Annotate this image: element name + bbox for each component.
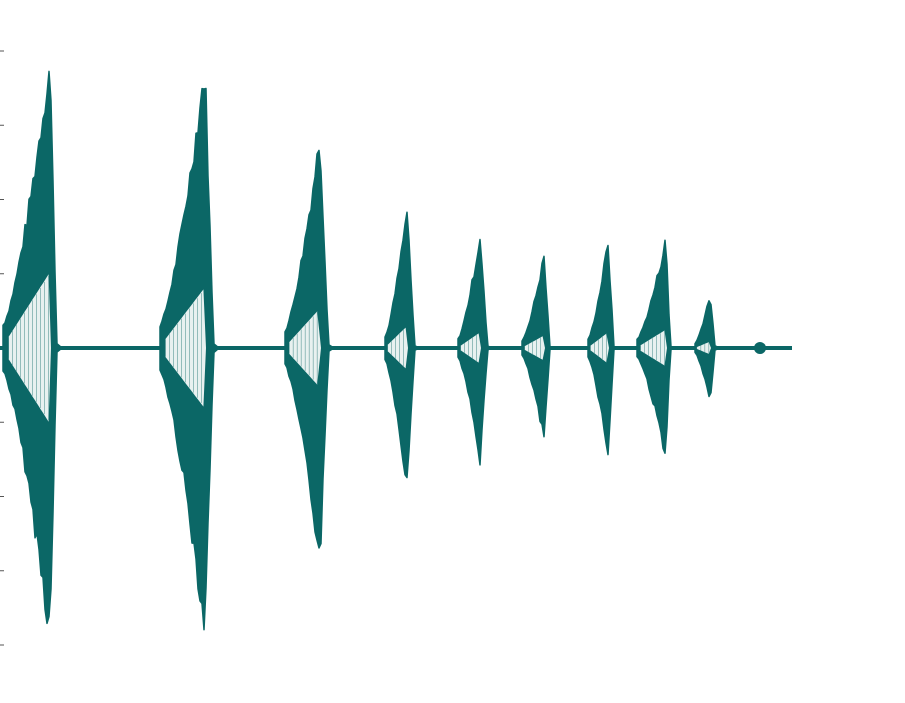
waveform-burst [284, 149, 335, 549]
burst-inner [524, 336, 545, 360]
waveform-burst [694, 300, 721, 398]
burst-inner [590, 333, 609, 363]
waveform-burst [384, 211, 421, 479]
waveform-burst [587, 244, 620, 456]
waveform-burst [2, 70, 63, 625]
burst-inner [460, 333, 481, 363]
burst-inner [696, 342, 711, 354]
waveform-burst [159, 87, 220, 631]
waveform-bursts [2, 70, 721, 631]
waveform-burst [521, 255, 556, 438]
waveform-burst [636, 239, 676, 454]
waveform-burst [457, 238, 494, 466]
burst-inner [387, 327, 408, 369]
end-marker [754, 342, 766, 354]
